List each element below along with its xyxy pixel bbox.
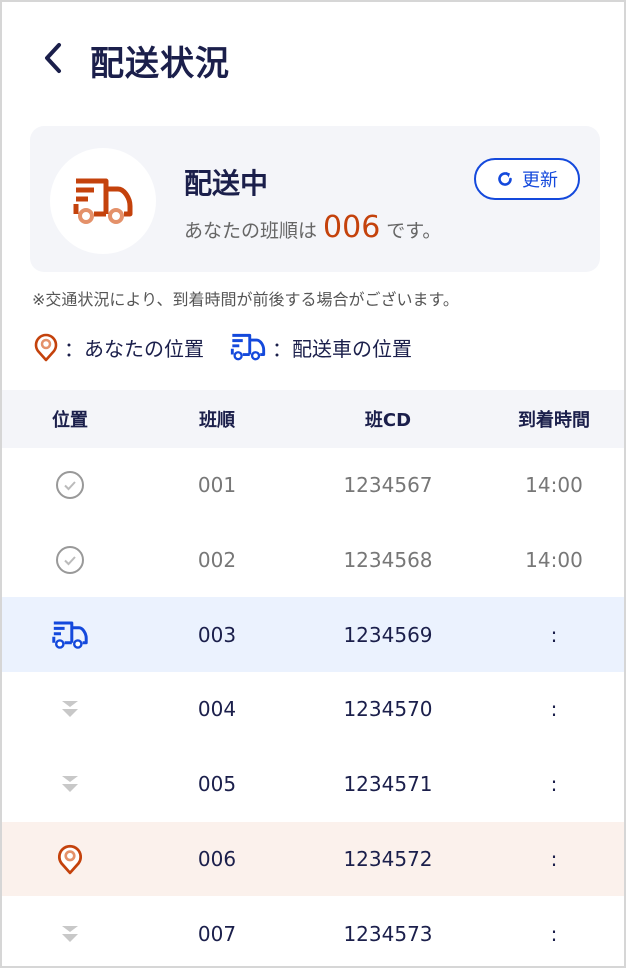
- row-arrival-time: :: [550, 622, 558, 647]
- message-prefix: あなたの班順は: [184, 220, 318, 242]
- page-title: 配送状況: [90, 44, 230, 84]
- back-button[interactable]: [42, 42, 64, 80]
- column-order: 班順: [199, 410, 235, 431]
- table-row: 005 1234571 :: [2, 747, 624, 822]
- traffic-note: ※交通状況により、到着時間が前後する場合がございます。: [32, 290, 459, 309]
- delivery-truck-icon: [230, 333, 266, 361]
- row-order: 002: [197, 548, 237, 573]
- chevron-left-icon: [45, 42, 61, 73]
- location-pin-icon: [34, 333, 58, 362]
- chevron-double-down-icon: [2, 699, 138, 719]
- row-arrival-time: 14:00: [525, 548, 583, 573]
- column-code: 班CD: [364, 410, 412, 431]
- column-position: 位置: [52, 410, 88, 431]
- check-circle-icon: [2, 545, 138, 575]
- status-card: 配送中 あなたの班順は 006 です。 更新: [30, 126, 600, 272]
- location-pin-icon: [2, 843, 138, 875]
- header: 配送状況: [42, 36, 230, 85]
- legend: ：あなたの位置 ：配送車の位置: [34, 332, 438, 362]
- table-row: 003 1234569 :: [2, 597, 624, 673]
- row-code: 1234570: [343, 697, 433, 722]
- refresh-button[interactable]: 更新: [474, 158, 580, 200]
- table-row: 006 1234572 :: [2, 821, 624, 897]
- row-order: 006: [197, 846, 237, 871]
- row-code: 1234573: [343, 921, 433, 946]
- table-row: 002 1234568 14:00: [2, 523, 624, 598]
- row-order: 004: [197, 697, 237, 722]
- message-suffix: です。: [386, 220, 442, 242]
- row-order: 007: [197, 921, 237, 946]
- chevron-double-down-icon: [2, 774, 138, 794]
- table-row: 007 1234573 :: [2, 896, 624, 966]
- table-row: 004 1234570 :: [2, 672, 624, 747]
- refresh-icon: [498, 172, 512, 186]
- chevron-double-down-icon: [2, 924, 138, 944]
- legend-my-position: ：あなたの位置: [64, 336, 204, 361]
- row-arrival-time: :: [550, 697, 558, 722]
- order-message: あなたの班順は 006 です。: [184, 210, 441, 245]
- row-arrival-time: :: [550, 772, 558, 797]
- row-arrival-time: :: [550, 846, 558, 871]
- row-code: 1234571: [343, 772, 433, 797]
- row-code: 1234567: [343, 473, 433, 498]
- status-icon-circle: [50, 148, 156, 254]
- table-header: 位置 班順 班CD 到着時間: [2, 390, 624, 448]
- table-row: 001 1234567 14:00: [2, 448, 624, 523]
- check-circle-icon: [2, 470, 138, 500]
- row-arrival-time: :: [550, 921, 558, 946]
- row-code: 1234569: [343, 622, 433, 647]
- my-order-number: 006: [323, 210, 381, 245]
- row-code: 1234568: [343, 548, 433, 573]
- column-arrival-time: 到着時間: [518, 410, 590, 431]
- row-order: 001: [197, 473, 237, 498]
- row-arrival-time: 14:00: [525, 473, 583, 498]
- row-code: 1234572: [343, 846, 433, 871]
- delivery-truck-icon: [73, 178, 133, 224]
- row-order: 003: [197, 622, 237, 647]
- refresh-label: 更新: [522, 170, 558, 191]
- delivery-status: 配送中: [184, 167, 269, 200]
- legend-truck-position: ：配送車の位置: [272, 336, 412, 361]
- delivery-truck-icon: [2, 620, 138, 650]
- row-order: 005: [197, 772, 237, 797]
